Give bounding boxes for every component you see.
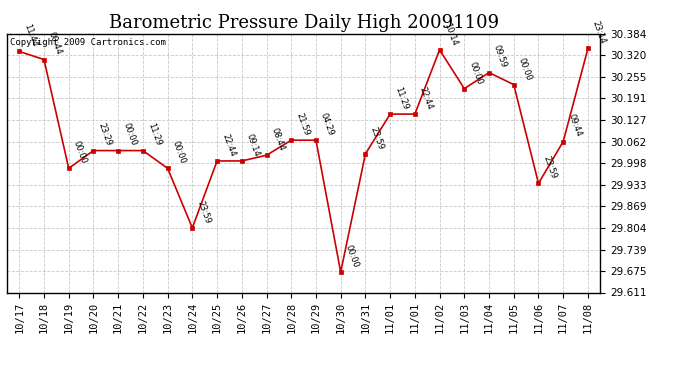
Text: Copyright 2009 Cartronics.com: Copyright 2009 Cartronics.com [10, 38, 166, 46]
Text: 11:44: 11:44 [22, 23, 39, 48]
Text: 09:14: 09:14 [245, 132, 262, 158]
Text: 00:00: 00:00 [344, 244, 360, 269]
Text: 11:29: 11:29 [393, 86, 410, 111]
Text: 00:00: 00:00 [121, 122, 138, 147]
Text: 04:29: 04:29 [319, 112, 335, 137]
Text: 00:44: 00:44 [47, 31, 63, 56]
Text: 08:44: 08:44 [270, 127, 286, 152]
Text: 09:59: 09:59 [492, 44, 509, 69]
Text: 22:44: 22:44 [418, 86, 435, 111]
Text: 00:00: 00:00 [72, 140, 88, 165]
Text: 23:14: 23:14 [591, 20, 607, 45]
Text: 00:00: 00:00 [517, 56, 533, 81]
Text: 23:29: 23:29 [97, 122, 113, 147]
Text: 00:00: 00:00 [467, 60, 484, 86]
Text: 11:29: 11:29 [146, 122, 162, 147]
Text: 00:00: 00:00 [170, 140, 187, 165]
Text: 10:14: 10:14 [442, 21, 459, 47]
Text: 23:59: 23:59 [195, 199, 212, 225]
Text: 21:59: 21:59 [294, 112, 310, 137]
Title: Barometric Pressure Daily High 20091109: Barometric Pressure Daily High 20091109 [108, 14, 499, 32]
Text: 23:59: 23:59 [542, 155, 558, 180]
Text: 09:44: 09:44 [566, 113, 583, 138]
Text: 23:59: 23:59 [368, 125, 385, 151]
Text: 22:44: 22:44 [220, 132, 237, 158]
